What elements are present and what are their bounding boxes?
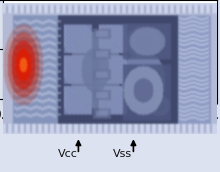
Text: Vcc: Vcc — [58, 149, 78, 159]
Text: Vss: Vss — [113, 149, 132, 159]
